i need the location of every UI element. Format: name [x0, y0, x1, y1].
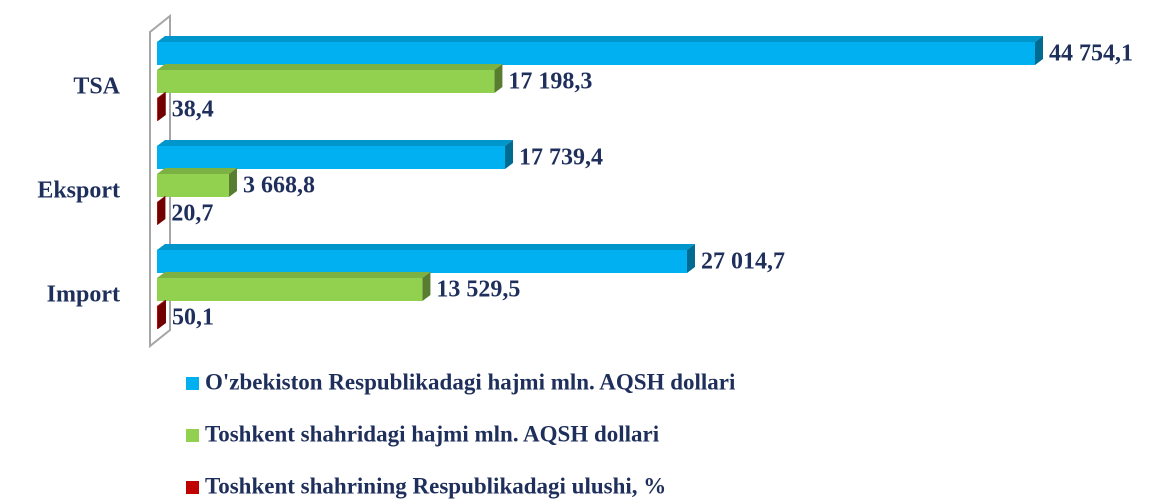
category-label: Eksport — [37, 178, 120, 204]
bar-side — [157, 300, 166, 329]
legend-label: Toshkent shahrining Respublikadagi ulush… — [205, 473, 666, 498]
data-label: 20,7 — [171, 201, 213, 227]
category-label: TSA — [73, 74, 120, 100]
bar-side — [686, 244, 695, 273]
legend-label: O'zbekiston Respublikadagi hajmi mln. AQ… — [205, 369, 736, 394]
bar-side — [494, 64, 503, 93]
bar-top — [157, 92, 166, 98]
bar — [157, 174, 229, 197]
bar-top — [157, 244, 695, 250]
legend-swatch — [186, 429, 199, 442]
data-label: 17 198,3 — [508, 69, 592, 95]
bar — [157, 278, 423, 301]
legend-swatch — [186, 377, 199, 390]
bar — [157, 250, 687, 273]
category-label: Import — [47, 282, 120, 308]
legend-swatch — [186, 481, 199, 494]
bar-top — [157, 168, 237, 174]
bar — [157, 70, 495, 93]
bar-side — [228, 168, 237, 197]
bar-top — [157, 300, 166, 306]
data-label: 3 668,8 — [243, 173, 315, 199]
bar — [157, 42, 1035, 65]
bar-side — [157, 92, 166, 121]
bar-top — [157, 140, 514, 146]
bar-top — [157, 196, 166, 202]
bar — [157, 98, 158, 121]
data-label: 13 529,5 — [436, 277, 520, 303]
data-label: 27 014,7 — [701, 249, 785, 275]
data-label: 17 739,4 — [519, 145, 603, 171]
data-label: 38,4 — [172, 97, 214, 123]
bar — [157, 146, 506, 169]
bar-side — [157, 196, 166, 225]
bar-side — [505, 140, 514, 169]
bar-top — [157, 36, 1043, 42]
bar-top — [157, 272, 431, 278]
data-label: 44 754,1 — [1049, 41, 1133, 67]
legend-label: Toshkent shahridagi hajmi mln. AQSH doll… — [205, 421, 660, 446]
bar-side — [1035, 36, 1043, 65]
bar-side — [422, 272, 431, 301]
bar-top — [157, 64, 503, 70]
bar — [157, 306, 158, 329]
chart-wall — [149, 13, 171, 349]
data-label: 50,1 — [172, 305, 214, 331]
